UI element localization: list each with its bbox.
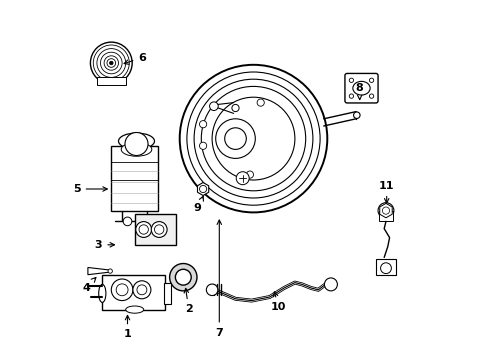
Text: 4: 4 <box>82 278 96 293</box>
Circle shape <box>194 79 312 198</box>
Circle shape <box>136 222 151 238</box>
Circle shape <box>377 203 393 219</box>
Circle shape <box>199 142 206 149</box>
Circle shape <box>246 171 253 178</box>
Ellipse shape <box>99 284 106 302</box>
Circle shape <box>179 65 326 212</box>
Ellipse shape <box>125 306 143 313</box>
Circle shape <box>123 217 132 226</box>
Bar <box>111 146 158 211</box>
Text: 8: 8 <box>355 83 363 100</box>
Polygon shape <box>379 203 391 218</box>
Circle shape <box>257 99 264 106</box>
Circle shape <box>348 78 353 82</box>
Circle shape <box>93 45 129 81</box>
Circle shape <box>151 222 167 238</box>
Circle shape <box>368 94 373 98</box>
Ellipse shape <box>352 81 369 95</box>
Bar <box>375 259 395 275</box>
Circle shape <box>201 86 305 191</box>
Circle shape <box>236 172 249 185</box>
Circle shape <box>209 102 218 111</box>
Circle shape <box>186 72 320 205</box>
Circle shape <box>380 263 390 274</box>
Circle shape <box>154 225 163 234</box>
Text: 1: 1 <box>123 315 131 339</box>
Circle shape <box>169 264 197 291</box>
Circle shape <box>104 56 118 70</box>
Text: 9: 9 <box>193 196 203 213</box>
Circle shape <box>215 119 255 158</box>
Circle shape <box>125 132 148 156</box>
Text: 5: 5 <box>73 184 107 194</box>
Circle shape <box>368 78 373 82</box>
Circle shape <box>137 285 146 295</box>
Bar <box>378 211 392 221</box>
Circle shape <box>224 128 246 149</box>
Circle shape <box>111 279 133 301</box>
Text: 6: 6 <box>124 53 146 64</box>
Text: 2: 2 <box>184 288 192 314</box>
Circle shape <box>101 52 122 74</box>
Bar <box>102 275 165 310</box>
Polygon shape <box>197 183 208 195</box>
Text: 3: 3 <box>95 240 114 250</box>
Circle shape <box>199 185 206 193</box>
Text: 7: 7 <box>215 220 223 338</box>
Circle shape <box>212 97 294 180</box>
Circle shape <box>324 278 337 291</box>
FancyBboxPatch shape <box>344 73 377 103</box>
Circle shape <box>109 61 113 65</box>
Circle shape <box>137 217 146 226</box>
Circle shape <box>199 121 206 128</box>
Bar <box>163 283 170 304</box>
Circle shape <box>139 225 148 234</box>
Text: 10: 10 <box>270 292 286 312</box>
Polygon shape <box>88 267 109 275</box>
Circle shape <box>97 49 125 77</box>
Ellipse shape <box>118 133 154 149</box>
Circle shape <box>382 207 389 214</box>
Circle shape <box>348 94 353 98</box>
Circle shape <box>133 281 151 299</box>
Circle shape <box>231 104 239 112</box>
Circle shape <box>206 284 218 296</box>
Ellipse shape <box>121 143 151 156</box>
Text: 11: 11 <box>378 181 394 203</box>
Circle shape <box>107 59 115 67</box>
Circle shape <box>353 112 359 118</box>
Bar <box>134 214 176 245</box>
Bar <box>97 77 125 85</box>
Circle shape <box>175 269 191 285</box>
Circle shape <box>108 269 112 273</box>
Circle shape <box>116 284 128 296</box>
Circle shape <box>90 42 132 84</box>
